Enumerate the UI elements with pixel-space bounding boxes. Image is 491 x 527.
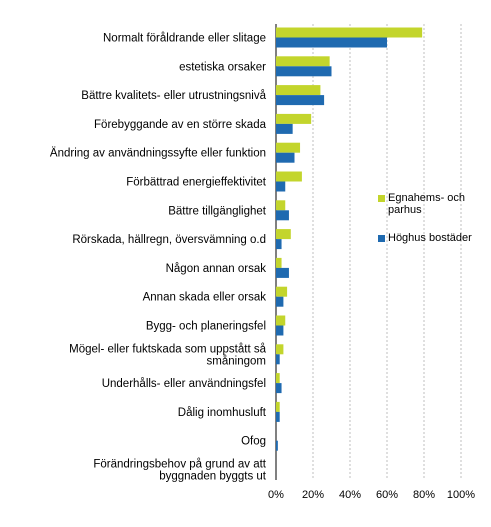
category-label: Förbättrad energieffektivitet [126, 177, 267, 189]
bar-egnahem [276, 85, 321, 96]
x-tick-label: 60% [376, 489, 398, 501]
bar-hoghus [276, 325, 284, 336]
category-label-line: Mögel- eller fuktskada som uppstått så [69, 343, 266, 355]
category-label-line: Normalt föråldrande eller slitage [103, 33, 266, 45]
category-label: Bättre kvalitets- eller utrustningsnivå [81, 90, 266, 102]
category-label-line: Ofog [241, 436, 266, 448]
category-label: Ändring av användningssyfte eller funkti… [50, 148, 266, 160]
bar-egnahem [276, 257, 282, 268]
legend-label: Egnahems- och parhus [388, 192, 465, 216]
category-label-line: Rörskada, hällregn, översvämning o.d [72, 234, 266, 246]
legend-label-line: Höghus bostäder [388, 232, 472, 244]
category-label: estetiska orsaker [179, 61, 266, 73]
bar-hoghus [276, 66, 332, 77]
category-label: Någon annan orsak [166, 263, 267, 275]
bar-hoghus [276, 411, 280, 422]
category-label: Rörskada, hällregn, översvämning o.d [72, 234, 266, 246]
category-labels: Normalt föråldrande eller slitage estetis… [50, 33, 267, 483]
category-label: Förebyggande av en större skada [94, 119, 267, 131]
bar-egnahem [276, 171, 302, 182]
category-label: Bättre tillgänglighet [168, 205, 267, 217]
category-label: Förändringsbehov på grund av att byggnade… [93, 459, 266, 483]
legend: Egnahems- och parhus Höghus bostäder [378, 192, 472, 244]
category-label-line: byggnaden byggts ut [159, 471, 267, 483]
bar-hoghus [276, 296, 284, 307]
bar-hoghus [276, 37, 387, 48]
bar-egnahem [276, 27, 423, 38]
category-label-line: Dålig inomhusluft [178, 407, 267, 419]
category-label: Bygg- och planeringsfel [146, 321, 266, 333]
bar-hoghus [276, 95, 325, 106]
bar-hoghus [276, 383, 282, 394]
bar-hoghus [276, 152, 295, 163]
bar-hoghus [276, 181, 286, 192]
legend-swatch [378, 195, 385, 202]
bar-hoghus [276, 210, 289, 221]
category-label-line: Någon annan orsak [166, 263, 267, 275]
bar-hoghus [276, 267, 289, 278]
bar-hoghus [276, 123, 293, 134]
bar-hoghus [276, 354, 280, 365]
bars [276, 27, 423, 451]
bar-egnahem [276, 142, 301, 153]
category-label-line: Ändring av användningssyfte eller funkti… [50, 148, 266, 160]
category-label-line: Annan skada eller orsak [143, 292, 267, 304]
bar-hoghus [276, 440, 278, 451]
category-label-line: Underhålls- eller användningsfel [102, 378, 266, 390]
category-label: Annan skada eller orsak [143, 292, 267, 304]
bar-egnahem [276, 373, 280, 384]
category-label: Dålig inomhusluft [178, 407, 267, 419]
category-label-line: Bygg- och planeringsfel [146, 321, 266, 333]
bar-egnahem [276, 200, 286, 211]
bar-egnahem [276, 286, 288, 297]
bar-egnahem [276, 56, 330, 67]
legend-label: Höghus bostäder [388, 232, 472, 244]
category-label-line: Förbättrad energieffektivitet [126, 177, 267, 189]
category-label: Ofog [241, 436, 266, 448]
category-label: Underhålls- eller användningsfel [102, 378, 266, 390]
x-tick-label: 40% [339, 489, 361, 501]
category-label: Mögel- eller fuktskada som uppstått så sm… [69, 343, 266, 367]
x-tick-label: 80% [413, 489, 435, 501]
legend-label-line: parhus [388, 204, 422, 216]
category-label-line: Bättre kvalitets- eller utrustningsnivå [81, 90, 266, 102]
category-label: Normalt föråldrande eller slitage [103, 33, 266, 45]
category-label-line: Förändringsbehov på grund av att [93, 459, 266, 471]
bar-hoghus [276, 239, 282, 250]
category-label-line: estetiska orsaker [179, 61, 266, 73]
bar-egnahem [276, 229, 291, 240]
category-label-line: Förebyggande av en större skada [94, 119, 267, 131]
category-label-line: Bättre tillgänglighet [168, 205, 267, 217]
bar-egnahem [276, 401, 280, 412]
x-axis-ticks: 0% 20% 40% 60% 80% 100% [268, 489, 475, 501]
legend-label-line: Egnahems- och [388, 192, 465, 204]
bar-egnahem [276, 113, 312, 124]
bar-egnahem [276, 315, 286, 326]
x-tick-label: 100% [447, 489, 475, 501]
bar-egnahem [276, 344, 284, 355]
x-tick-label: 0% [268, 489, 284, 501]
legend-swatch [378, 235, 385, 242]
category-label-line: småningom [207, 355, 266, 367]
x-tick-label: 20% [302, 489, 324, 501]
